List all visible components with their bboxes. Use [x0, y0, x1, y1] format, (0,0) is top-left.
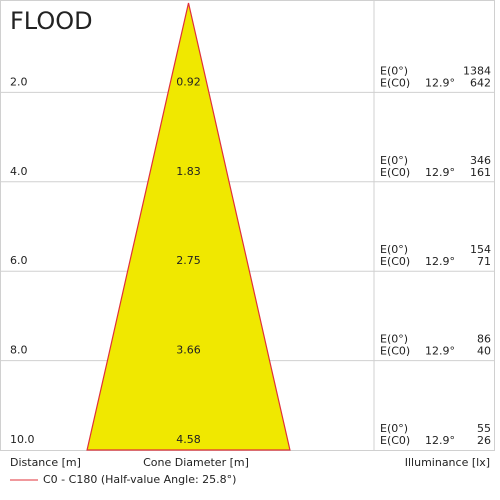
- diameter-value: 3.66: [176, 344, 201, 357]
- half-angle: 12.9°: [425, 166, 455, 179]
- ec0-value: 71: [477, 255, 491, 268]
- half-angle: 12.9°: [425, 434, 455, 447]
- ec0-value: 26: [477, 434, 491, 447]
- ec0-value: 161: [470, 166, 491, 179]
- ec0-value: 642: [470, 76, 491, 89]
- diameter-label: Cone Diameter [m]: [143, 456, 249, 469]
- ec0-label: E(C0): [380, 166, 410, 179]
- ec0-label: E(C0): [380, 255, 410, 268]
- half-angle: 12.9°: [425, 76, 455, 89]
- x-axis-label: Distance [m]: [10, 456, 81, 469]
- e0-label: E(0°): [380, 154, 408, 167]
- distance-label: 4.0: [10, 165, 28, 178]
- ec0-label: E(C0): [380, 345, 410, 358]
- e0-value: 86: [477, 333, 491, 346]
- ec0-label: E(C0): [380, 434, 410, 447]
- half-angle: 12.9°: [425, 255, 455, 268]
- e0-label: E(0°): [380, 64, 408, 77]
- diameter-value: 4.58: [176, 433, 201, 446]
- e0-value: 1384: [463, 64, 491, 77]
- diameter-value: 0.92: [176, 75, 201, 88]
- diameter-value: 1.83: [176, 165, 201, 178]
- illuminance-label: Illuminance [lx]: [405, 456, 490, 469]
- diameter-value: 2.75: [176, 254, 201, 267]
- e0-label: E(0°): [380, 422, 408, 435]
- distance-label: 6.0: [10, 254, 28, 267]
- distance-label: 10.0: [10, 433, 35, 446]
- half-angle: 12.9°: [425, 345, 455, 358]
- e0-label: E(0°): [380, 333, 408, 346]
- e0-value: 55: [477, 422, 491, 435]
- distance-label: 2.0: [10, 75, 28, 88]
- chart-title: FLOOD: [10, 7, 93, 35]
- ec0-value: 40: [477, 345, 491, 358]
- e0-value: 346: [470, 154, 491, 167]
- cone: [86, 2, 291, 451]
- legend-label: C0 - C180 (Half-value Angle: 25.8°): [43, 473, 236, 486]
- e0-value: 154: [470, 243, 491, 256]
- ec0-label: E(C0): [380, 76, 410, 89]
- distance-label: 8.0: [10, 344, 28, 357]
- e0-label: E(0°): [380, 243, 408, 256]
